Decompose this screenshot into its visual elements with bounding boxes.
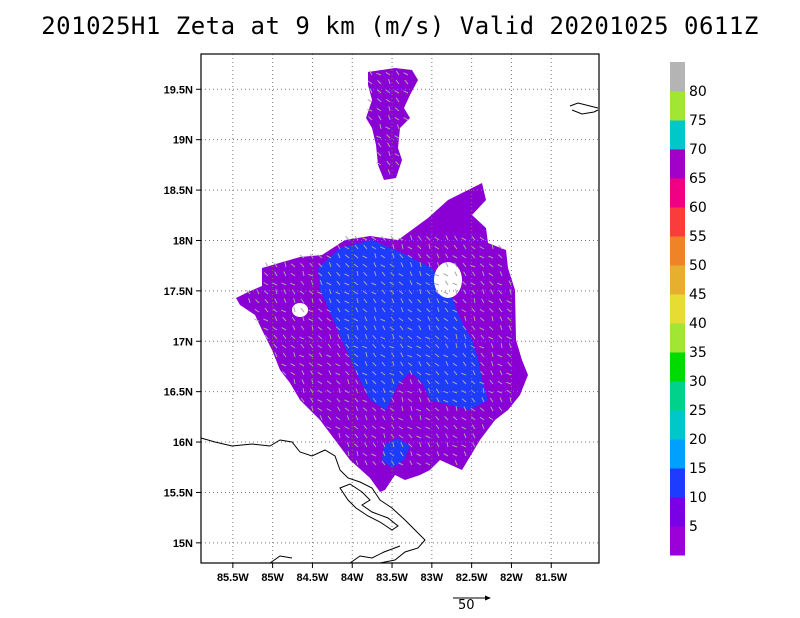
- lat-tick-label: 19N: [173, 135, 193, 147]
- colorbar-swatch: [670, 265, 685, 295]
- lat-tick-label: 15N: [173, 538, 193, 550]
- colorbar-swatch: [670, 381, 685, 411]
- colorbar-label: 40: [689, 316, 707, 332]
- field-region-north: [366, 68, 418, 180]
- coastline-lagoon: [339, 483, 399, 531]
- colorbar-swatch: [670, 526, 685, 556]
- graticule-grid: [201, 54, 599, 563]
- colorbar-swatch: [670, 294, 685, 324]
- map-frame: [200, 53, 600, 564]
- coastline-honduras: [200, 437, 426, 564]
- wind-field: [236, 68, 528, 492]
- colorbar-label: 35: [689, 345, 707, 361]
- scale-vector-label: 50: [458, 598, 475, 613]
- colorbar-label: 25: [689, 403, 707, 419]
- scale-vector-arrow: [453, 595, 491, 601]
- coastline-cayman: [569, 102, 599, 115]
- colorbar-swatch: [670, 207, 685, 237]
- lat-tick-label: 17N: [173, 336, 193, 348]
- colorbar-swatch: [670, 62, 685, 92]
- colorbar-label: 50: [689, 258, 707, 274]
- lon-axis: 85.5W 85W 84.5W 84W 83.5W 83W 82.5W 82W 81.5W: [217, 563, 568, 584]
- coastline-southwest: [269, 545, 401, 564]
- lon-tick-label: 82.5W: [456, 572, 488, 584]
- colorbar-swatch: [670, 91, 685, 121]
- colorbar: 5 10 15 20 25 30 35 40 45 50 55 60 65 70 75 80: [670, 62, 707, 556]
- lat-tick-label: 18N: [173, 235, 193, 247]
- wind-vectors: [246, 70, 512, 466]
- lat-tick-label: 16.5N: [164, 387, 193, 399]
- lat-tick-label: 17.5N: [164, 286, 193, 298]
- lon-tick-label: 85.5W: [217, 572, 249, 584]
- lat-tick-label: 18.5N: [164, 185, 193, 197]
- colorbar-label: 65: [689, 171, 707, 187]
- lon-tick-label: 83W: [421, 572, 444, 584]
- lat-tick-label: 15.5N: [164, 487, 193, 499]
- colorbar-label: 80: [689, 84, 707, 100]
- lat-tick-label: 19.5N: [164, 84, 193, 96]
- colorbar-label: 75: [689, 113, 707, 129]
- colorbar-swatch: [670, 178, 685, 208]
- field-region-south-core: [382, 438, 410, 468]
- lon-tick-label: 81.5W: [535, 572, 567, 584]
- field-gap: [292, 303, 308, 317]
- colorbar-label: 5: [689, 519, 698, 535]
- colorbar-swatch: [670, 352, 685, 382]
- colorbar-swatch: [670, 149, 685, 179]
- colorbar-label: 70: [689, 142, 707, 158]
- colorbar-swatch: [670, 120, 685, 150]
- colorbar-swatch: [670, 323, 685, 353]
- field-gap: [434, 262, 462, 298]
- colorbar-label: 20: [689, 432, 707, 448]
- colorbar-swatch: [670, 497, 685, 527]
- colorbar-swatch: [670, 236, 685, 266]
- field-region-core: [318, 240, 488, 410]
- coastline: [200, 102, 599, 564]
- colorbar-label: 30: [689, 374, 707, 390]
- colorbar-label: 10: [689, 490, 707, 506]
- lon-tick-label: 84.5W: [297, 572, 329, 584]
- lon-tick-label: 85W: [261, 572, 284, 584]
- lon-tick-label: 83.5W: [376, 572, 408, 584]
- lon-tick-label: 84W: [341, 572, 364, 584]
- colorbar-label: 45: [689, 287, 707, 303]
- colorbar-label: 15: [689, 461, 707, 477]
- lat-tick-label: 16N: [173, 437, 193, 449]
- lon-tick-label: 82W: [500, 572, 523, 584]
- colorbar-swatch: [670, 439, 685, 469]
- lat-axis: 19.5N 19N 18.5N 18N 17.5N 17N 16.5N 16N 15.5N 15N: [164, 84, 201, 550]
- colorbar-swatch: [670, 468, 685, 498]
- colorbar-label: 55: [689, 229, 707, 245]
- colorbar-swatch: [670, 410, 685, 440]
- chart-title: 201025H1 Zeta at 9 km (m/s) Valid 202010…: [41, 12, 759, 40]
- colorbar-label: 60: [689, 200, 707, 216]
